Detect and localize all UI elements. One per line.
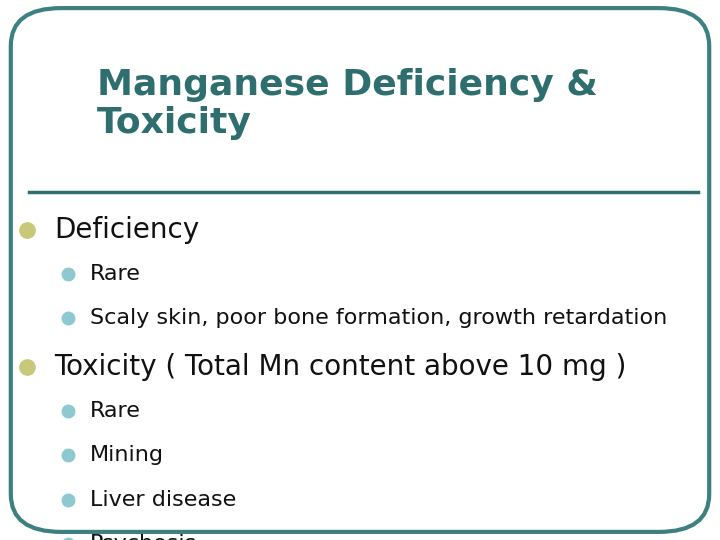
Text: Mining: Mining [90,445,164,465]
Text: Psychosis: Psychosis [90,534,197,540]
Text: Toxicity ( Total Mn content above 10 mg ): Toxicity ( Total Mn content above 10 mg … [54,353,626,381]
Text: Liver disease: Liver disease [90,489,236,510]
Text: Deficiency: Deficiency [54,215,199,244]
Text: Rare: Rare [90,264,141,284]
Text: Scaly skin, poor bone formation, growth retardation: Scaly skin, poor bone formation, growth … [90,308,667,328]
Text: Rare: Rare [90,401,141,421]
FancyBboxPatch shape [11,8,709,532]
Text: Manganese Deficiency &
Toxicity: Manganese Deficiency & Toxicity [97,68,598,139]
